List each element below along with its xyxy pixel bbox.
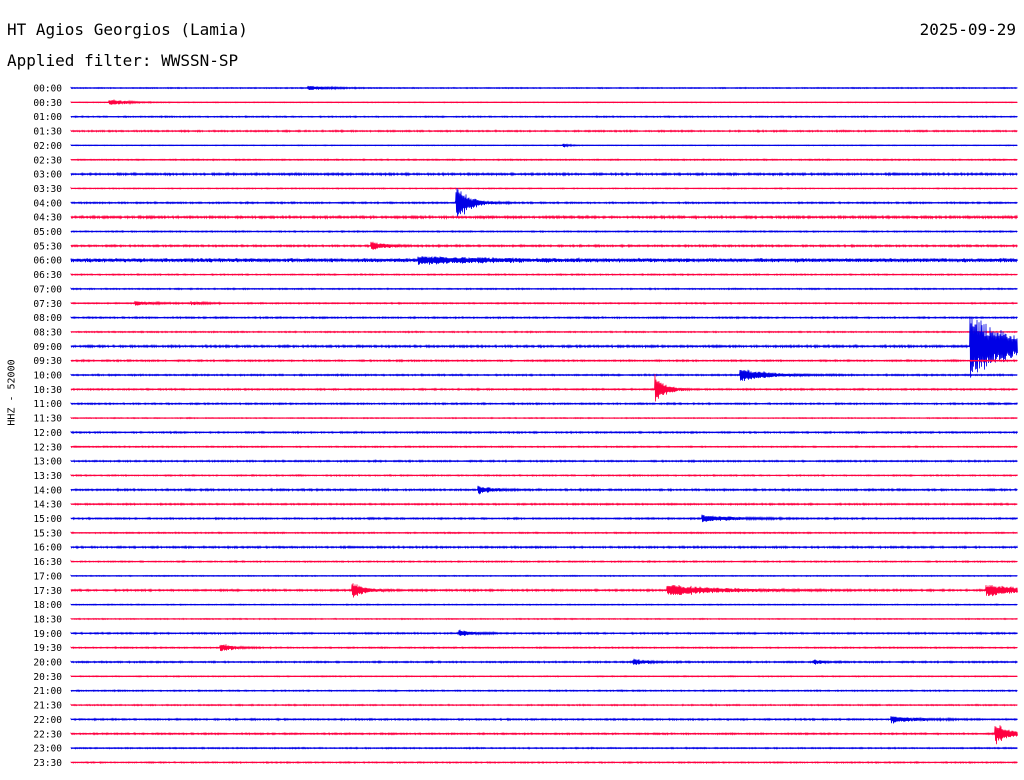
trace-row-45 [70,725,1018,745]
row-label-1700: 17:00 [33,571,62,582]
row-label-0000: 00:00 [33,84,62,95]
row-label-2300: 23:00 [33,744,62,755]
row-label-1030: 10:30 [33,385,62,396]
row-label-0400: 04:00 [33,198,62,209]
row-label-1530: 15:30 [33,528,62,539]
row-label-0130: 01:30 [33,127,62,138]
row-label-1330: 13:30 [33,471,62,482]
row-label-2000: 20:00 [33,658,62,669]
date-label: 2025-09-29 [919,20,1016,39]
row-label-1500: 15:00 [33,514,62,525]
station-title: HT Agios Georgios (Lamia) [7,20,248,39]
trace-row-18 [70,317,1018,378]
row-label-1730: 17:30 [33,586,62,597]
row-label-0700: 07:00 [33,284,62,295]
row-label-0030: 00:30 [33,98,62,109]
row-label-2330: 23:30 [33,758,62,769]
row-label-1630: 16:30 [33,557,62,568]
row-label-2100: 21:00 [33,686,62,697]
trace-row-21 [70,374,1018,402]
row-label-0830: 08:30 [33,327,62,338]
row-label-0330: 03:30 [33,184,62,195]
row-label-2200: 22:00 [33,715,62,726]
row-label-0900: 09:00 [33,342,62,353]
row-label-0100: 01:00 [33,112,62,123]
row-label-0230: 02:30 [33,155,62,166]
row-label-1000: 10:00 [33,371,62,382]
row-label-0530: 05:30 [33,241,62,252]
row-label-1100: 11:00 [33,399,62,410]
row-label-1430: 14:30 [33,500,62,511]
row-label-0500: 05:00 [33,227,62,238]
row-label-1600: 16:00 [33,543,62,554]
row-label-2030: 20:30 [33,672,62,683]
seismic-traces [70,85,1018,765]
row-label-1200: 12:00 [33,428,62,439]
filter-label: Applied filter: WWSSN-SP [7,51,239,70]
row-label-1300: 13:00 [33,457,62,468]
row-label-1230: 12:30 [33,442,62,453]
row-label-0630: 06:30 [33,270,62,281]
row-label-2130: 21:30 [33,701,62,712]
row-label-0930: 09:30 [33,356,62,367]
row-label-1830: 18:30 [33,614,62,625]
row-label-1930: 19:30 [33,643,62,654]
row-label-0730: 07:30 [33,299,62,310]
row-label-1800: 18:00 [33,600,62,611]
row-label-0800: 08:00 [33,313,62,324]
row-label-1900: 19:00 [33,629,62,640]
row-label-2230: 22:30 [33,729,62,740]
row-label-1130: 11:30 [33,414,62,425]
row-label-1400: 14:00 [33,485,62,496]
row-labels: 00:00 00:30 01:00 01:30 02:00 02:30 03:00 03:30… [33,84,62,769]
row-label-0430: 04:30 [33,213,62,224]
row-label-0200: 02:00 [33,141,62,152]
row-label-0600: 06:00 [33,256,62,267]
row-label-0300: 03:00 [33,170,62,181]
